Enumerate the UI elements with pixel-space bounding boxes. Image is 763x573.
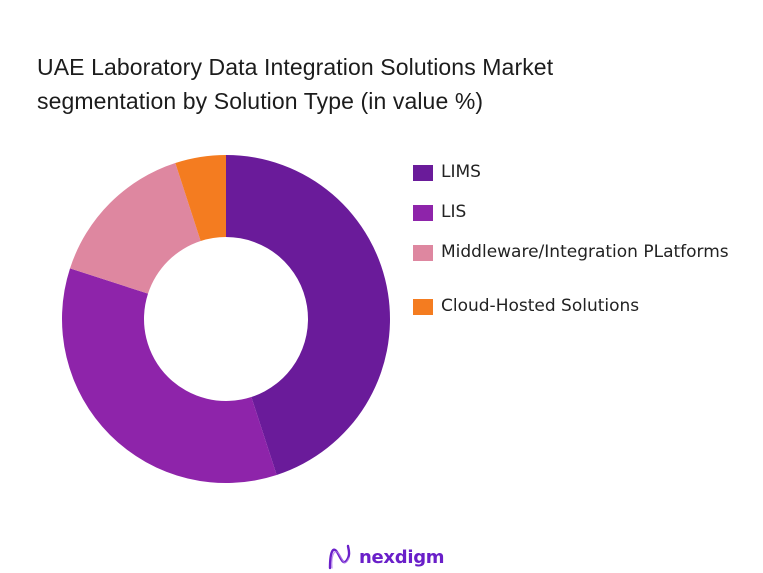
legend-label: LIMS [441, 162, 481, 182]
brand-name: nexdigm [359, 546, 445, 568]
legend-item-lims: LIMS [413, 160, 481, 185]
legend-label: Cloud-Hosted Solutions [441, 296, 640, 316]
donut-slice-lims [226, 155, 390, 475]
legend-swatch-lis [413, 205, 433, 221]
chart-title-line-1: UAE Laboratory Data Integration Solution… [37, 54, 554, 80]
chart-title: UAE Laboratory Data Integration Solution… [37, 50, 553, 118]
donut-slice-middleware-integration-platforms [70, 163, 201, 294]
chart-title-line-2: segmentation by Solution Type (in value … [37, 88, 484, 114]
legend-item-middleware: Middleware/Integration PLatforms [413, 240, 741, 265]
legend-item-cloud: Cloud-Hosted Solutions [413, 294, 639, 319]
legend-swatch-lims [413, 165, 433, 181]
legend-swatch-cloud [413, 299, 433, 315]
legend-item-lis: LIS [413, 200, 466, 225]
legend-label: LIS [441, 202, 467, 222]
donut-slice-cloud-hosted-solutions [175, 155, 226, 242]
legend-swatch-middleware [413, 245, 433, 261]
brand-logo: nexdigm [327, 544, 445, 570]
donut-slice-lis [62, 268, 277, 483]
nexdigm-wave-icon [328, 544, 351, 570]
legend-label: Middleware/Integration PLatforms [441, 242, 729, 262]
